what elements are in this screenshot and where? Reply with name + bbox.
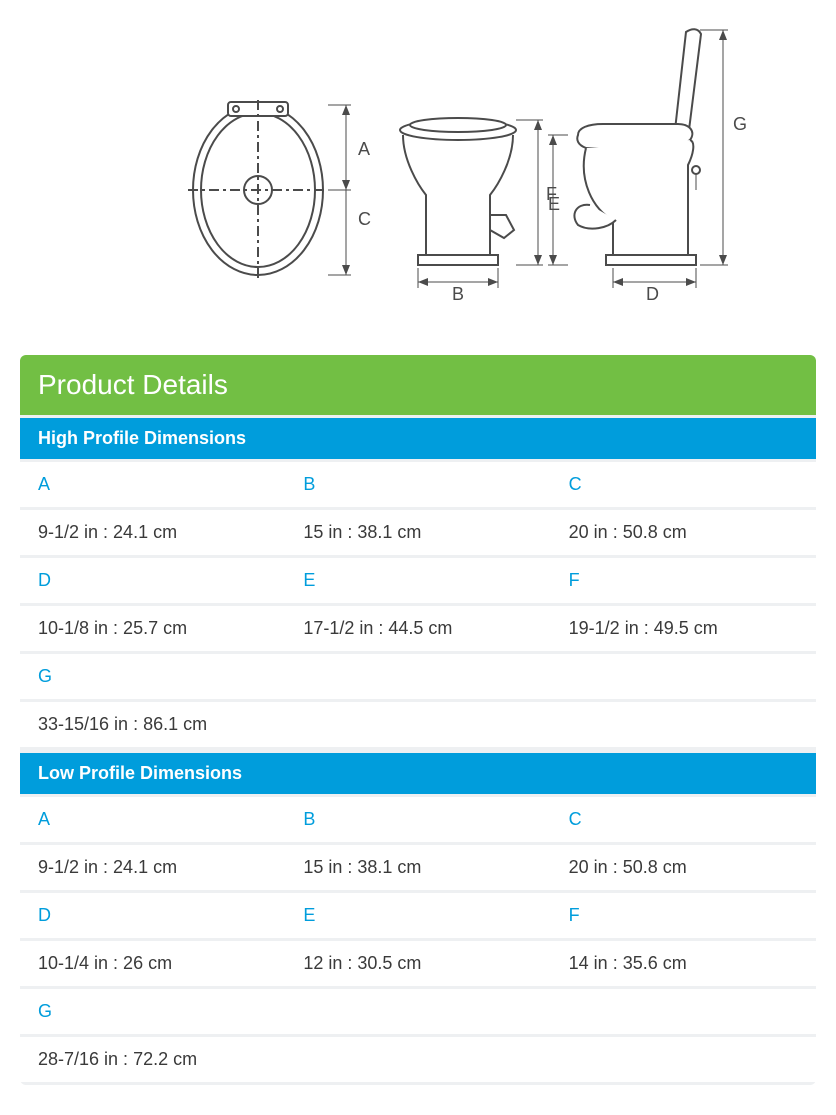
table-row: A B C [20,797,816,845]
dim-value: 33-15/16 in : 86.1 cm [20,702,816,747]
table-row: 9-1/2 in : 24.1 cm 15 in : 38.1 cm 20 in… [20,510,816,558]
dim-value: 20 in : 50.8 cm [551,845,816,890]
table-row: 9-1/2 in : 24.1 cm 15 in : 38.1 cm 20 in… [20,845,816,893]
table-row: G [20,654,816,702]
table-row: G [20,989,816,1037]
dim-value: 14 in : 35.6 cm [551,941,816,986]
panel-title: Product Details [20,355,816,415]
dim-value: 10-1/8 in : 25.7 cm [20,606,285,651]
dim-value: 10-1/4 in : 26 cm [20,941,285,986]
dim-value: 15 in : 38.1 cm [285,845,550,890]
table-row: 10-1/8 in : 25.7 cm 17-1/2 in : 44.5 cm … [20,606,816,654]
dim-value: 9-1/2 in : 24.1 cm [20,510,285,555]
dim-label: D [20,893,285,938]
diagram-area: A C B F E D G [0,0,836,355]
section-heading-high: High Profile Dimensions [20,415,816,462]
dim-label: E [285,558,550,603]
dim-label: A [20,462,285,507]
diagram-label-c: C [358,209,371,229]
dim-label: D [20,558,285,603]
dim-value: 17-1/2 in : 44.5 cm [285,606,550,651]
table-row: 10-1/4 in : 26 cm 12 in : 30.5 cm 14 in … [20,941,816,989]
diagram-label-b: B [452,284,464,304]
dim-label: C [551,797,816,842]
dim-label: A [20,797,285,842]
dim-label: E [285,893,550,938]
table-row: A B C [20,462,816,510]
dim-value: 9-1/2 in : 24.1 cm [20,845,285,890]
dim-value: 28-7/16 in : 72.2 cm [20,1037,816,1082]
table-row: D E F [20,893,816,941]
dim-value: 12 in : 30.5 cm [285,941,550,986]
dim-value: 19-1/2 in : 49.5 cm [551,606,816,651]
dim-value: 20 in : 50.8 cm [551,510,816,555]
table-row: 28-7/16 in : 72.2 cm [20,1037,816,1085]
product-details-panel: Product Details High Profile Dimensions … [20,355,816,1085]
dim-label: C [551,462,816,507]
dim-value: 15 in : 38.1 cm [285,510,550,555]
dim-label: F [551,558,816,603]
table-row: D E F [20,558,816,606]
dim-label: G [20,654,816,699]
diagram-label-e: E [548,194,560,214]
section-heading-low: Low Profile Dimensions [20,750,816,797]
dim-label: F [551,893,816,938]
table-row: 33-15/16 in : 86.1 cm [20,702,816,750]
dimension-diagram: A C B F E D G [88,20,748,325]
diagram-label-a: A [358,139,370,159]
dim-label: B [285,462,550,507]
diagram-label-d: D [646,284,659,304]
dim-label: G [20,989,816,1034]
diagram-label-g: G [733,114,747,134]
dim-label: B [285,797,550,842]
